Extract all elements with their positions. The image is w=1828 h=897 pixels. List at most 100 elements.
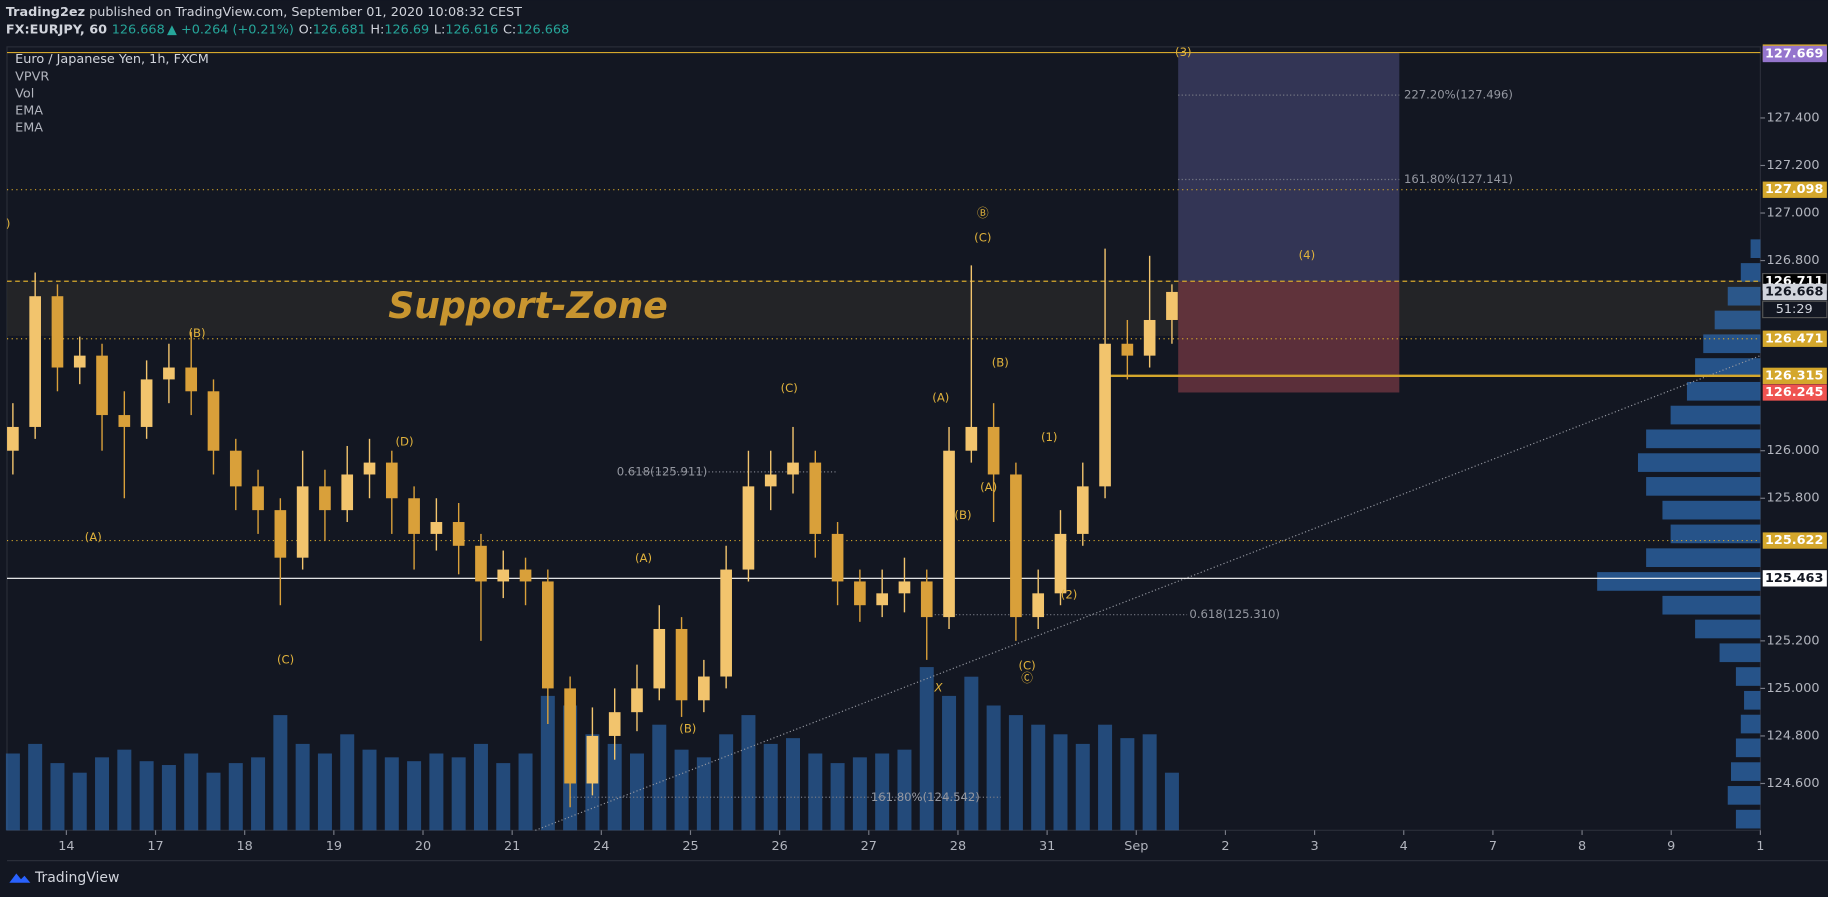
wave-label: (1)	[1041, 430, 1058, 444]
legend-item: Euro / Japanese Yen, 1h, FXCM	[15, 52, 209, 67]
candle-body	[51, 296, 64, 368]
wave-label: Ⓒ	[1021, 671, 1033, 685]
x-tick-label: 2	[1221, 839, 1229, 854]
candle-body	[653, 628, 666, 689]
change: ▲ +0.264 (+0.21%)	[167, 22, 294, 37]
x-tick-label: 8	[1578, 839, 1586, 854]
candle-body	[140, 379, 153, 427]
logo	[9, 873, 31, 883]
candle-body	[720, 569, 732, 677]
volume-bar	[808, 753, 823, 831]
x-tick-label: 25	[682, 839, 698, 854]
x-tick-label: 21	[504, 839, 520, 854]
volume-profile-bar	[1695, 358, 1761, 377]
candle-body	[876, 593, 889, 606]
x-tick-label: 1	[1756, 839, 1764, 854]
volume-profile-bar	[1646, 429, 1761, 449]
x-tick-label: Sep	[1124, 839, 1148, 854]
candle-body	[96, 355, 108, 416]
fib-label: 161.80%(127.141)	[1404, 172, 1513, 186]
volume-bar	[407, 761, 422, 831]
volume-profile-bar	[1670, 524, 1761, 544]
stop-zone	[1178, 281, 1400, 393]
volume-bar	[1008, 715, 1023, 831]
volume-profile-bar	[1662, 595, 1761, 615]
volume-bar	[206, 772, 221, 831]
candle-body	[742, 486, 755, 570]
volume-bar	[919, 667, 934, 831]
wave-label: (C)	[974, 231, 991, 245]
y-tick-label: 127.000	[1767, 206, 1820, 221]
x-tick-label: 18	[237, 839, 253, 854]
fib-label: 227.20%(127.496)	[1404, 88, 1513, 102]
candle-body	[519, 569, 532, 582]
wave-label: (B)	[679, 721, 696, 735]
x-tick-label: 20	[415, 839, 431, 854]
volume-profile-bar	[1727, 786, 1761, 805]
volume-bar	[1053, 734, 1068, 831]
price-badge	[1762, 330, 1827, 347]
candle-body	[920, 581, 933, 618]
volume-profile-bar	[1637, 453, 1761, 472]
volume-bar	[830, 763, 845, 831]
candle-body	[831, 533, 844, 582]
candle-body	[73, 355, 86, 368]
candle-body	[987, 426, 1000, 475]
wave-label: )	[6, 217, 11, 231]
volume-profile-bar	[1686, 381, 1761, 401]
volume-bar	[139, 761, 154, 831]
wave-label: (B)	[954, 508, 971, 522]
volume-bar	[719, 734, 734, 831]
volume-bar	[1031, 724, 1046, 831]
volume-profile-bar	[1735, 667, 1761, 686]
x-tick-label: 4	[1400, 839, 1408, 854]
price-badge-label: 126.315	[1765, 368, 1823, 383]
volume-profile-bar	[1719, 643, 1761, 663]
price-badge-label: 126.245	[1765, 385, 1823, 400]
volume-bar	[986, 705, 1001, 831]
volume-bar	[897, 749, 912, 831]
wave-label: (C)	[781, 381, 798, 395]
price-badge	[1762, 367, 1827, 385]
volume-bar	[763, 743, 778, 831]
candle-body	[764, 474, 777, 487]
volume-profile-bar	[1703, 334, 1761, 354]
candle-body	[319, 486, 331, 511]
price-badge	[1762, 532, 1827, 549]
candle-body	[341, 474, 354, 511]
volume-bar	[251, 757, 266, 831]
volume-profile-bar	[1662, 500, 1761, 520]
volume-bar	[964, 676, 979, 831]
price-badge	[1762, 45, 1827, 63]
volume-profile-bar	[1735, 738, 1761, 758]
fib-label: 161.80%(124.542)	[871, 790, 980, 804]
x-tick-label: 19	[326, 839, 342, 854]
volume-bar	[852, 757, 867, 831]
volume-bar	[473, 743, 488, 831]
wave-label: X	[933, 681, 943, 695]
volume-bar	[1120, 738, 1135, 831]
x-tick-label: 7	[1489, 839, 1497, 854]
y-tick-label: 125.800	[1767, 491, 1820, 506]
volume-bar	[1098, 724, 1113, 831]
quote-label: L:	[434, 22, 445, 37]
wave-label: (A)	[980, 480, 997, 494]
candle-body	[1099, 343, 1111, 487]
fib-label: 0.618(125.310)	[1189, 607, 1280, 621]
volume-bar	[340, 734, 355, 831]
candle-body	[608, 712, 621, 736]
wave-label: (B)	[992, 355, 1009, 369]
header-line: Trading2ez published on TradingView.com,…	[6, 4, 522, 19]
volume-bar	[451, 757, 466, 831]
candle-body	[497, 569, 510, 582]
candle-body	[1166, 291, 1178, 320]
volume-bar	[117, 749, 132, 831]
candle-body	[430, 522, 443, 534]
quote-value: 126.668	[516, 22, 569, 37]
volume-bar	[741, 715, 756, 831]
volume-profile-bar	[1646, 548, 1761, 568]
volume-profile-bar	[1735, 809, 1761, 829]
wave-label: (C)	[277, 653, 294, 667]
symbol: FX:EURJPY, 60	[6, 22, 107, 37]
